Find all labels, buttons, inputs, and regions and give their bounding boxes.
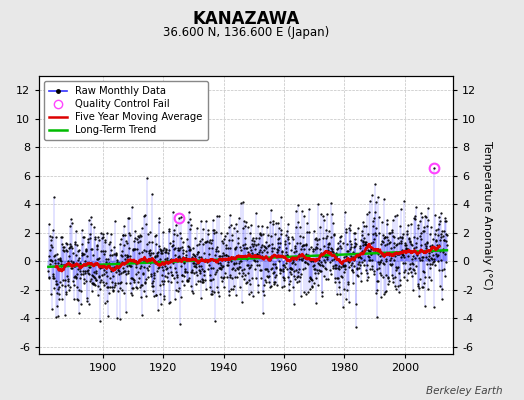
Legend: Raw Monthly Data, Quality Control Fail, Five Year Moving Average, Long-Term Tren: Raw Monthly Data, Quality Control Fail, … <box>45 81 208 140</box>
Y-axis label: Temperature Anomaly (°C): Temperature Anomaly (°C) <box>482 141 492 289</box>
Text: 36.600 N, 136.600 E (Japan): 36.600 N, 136.600 E (Japan) <box>163 26 330 39</box>
Text: Berkeley Earth: Berkeley Earth <box>427 386 503 396</box>
Text: KANAZAWA: KANAZAWA <box>193 10 300 28</box>
